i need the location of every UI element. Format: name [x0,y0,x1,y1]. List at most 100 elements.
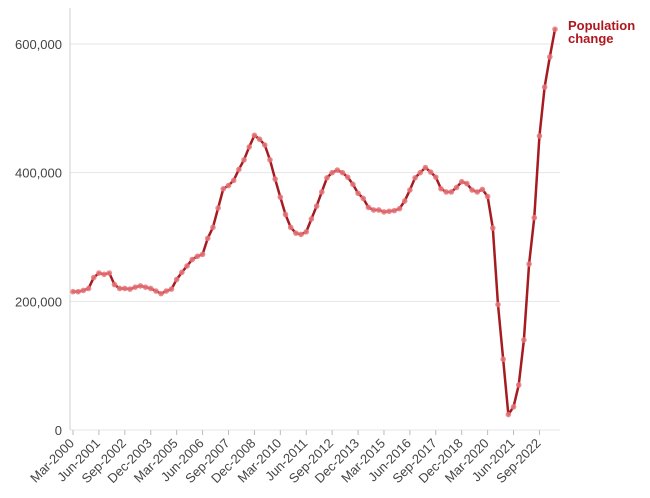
data-point [236,166,242,173]
data-point [132,284,138,290]
data-point [251,132,258,139]
data-point [479,186,486,193]
data-point [386,208,392,215]
data-point [438,185,444,192]
y-tick-label: 200,000 [15,294,62,309]
data-point [75,288,81,295]
data-point [448,189,455,195]
data-point [521,337,527,343]
data-point [230,177,237,184]
data-point [80,287,87,294]
y-tick-label: 400,000 [15,166,62,181]
data-point [277,194,284,200]
data-point [287,224,294,231]
data-point [272,176,278,182]
data-point [484,193,491,200]
data-point [267,157,273,163]
data-point [163,288,170,294]
data-point [495,301,501,308]
data-point [391,207,398,214]
data-point [510,404,517,410]
data-point [246,144,253,150]
y-tick-label: 600,000 [15,37,62,52]
data-point [147,285,154,292]
data-point [355,190,361,197]
data-point [396,205,403,212]
data-point [293,230,299,236]
data-point [194,253,201,260]
data-point [142,284,149,290]
data-point [106,270,113,276]
data-point [474,189,481,195]
data-point [127,286,133,292]
data-point [370,207,377,213]
data-point [541,84,548,90]
data-point [199,251,206,258]
data-point [303,229,310,235]
data-point [116,285,123,292]
data-point [417,169,424,176]
data-point [122,285,128,292]
series-label: Population change [568,18,635,46]
data-point [313,203,320,209]
data-point [427,169,434,175]
data-point [500,356,506,363]
data-point [422,164,429,171]
data-point [339,169,346,176]
data-point [85,285,92,292]
data-point [282,211,289,218]
series-line [71,27,557,416]
y-axis-ticks: 0 200,000 400,000 600,000 [15,37,62,438]
data-point [365,204,372,211]
y-tick-label: 0 [55,423,62,438]
data-point [547,54,553,60]
data-point [453,184,460,191]
data-point [220,185,227,192]
data-point [407,187,413,193]
data-point [531,214,538,221]
data-point [490,225,496,231]
data-point [464,180,470,187]
data-point [552,26,558,33]
data-point [298,231,304,238]
data-point [90,274,97,281]
data-point [111,281,118,288]
data-point [324,175,330,181]
data-point [458,178,465,185]
data-point [256,136,263,143]
data-point [204,235,211,242]
data-point [153,288,159,294]
data-point [344,174,351,180]
data-point [443,189,449,195]
data-point [469,187,475,193]
data-point [308,216,315,222]
data-point [432,174,439,180]
data-point [179,269,185,276]
data-point [536,133,543,139]
gridlines [69,8,560,431]
data-point [350,181,356,188]
data-point [515,382,522,388]
data-point [168,286,175,292]
data-point [215,205,221,211]
data-point [70,288,76,295]
data-point [158,290,164,297]
data-point [184,263,190,269]
data-point [505,411,512,418]
data-point [189,256,196,263]
data-point [526,261,532,267]
data-point [101,271,107,278]
data-point [318,189,325,195]
data-point [241,157,247,163]
data-point [261,142,268,148]
data-point [225,182,232,189]
data-point [360,195,367,202]
data-point [401,198,408,204]
data-point [96,270,102,276]
data-point [381,209,387,215]
data-point [137,283,144,289]
series-population-change [70,26,558,418]
data-point [412,175,418,181]
data-point [375,207,382,213]
